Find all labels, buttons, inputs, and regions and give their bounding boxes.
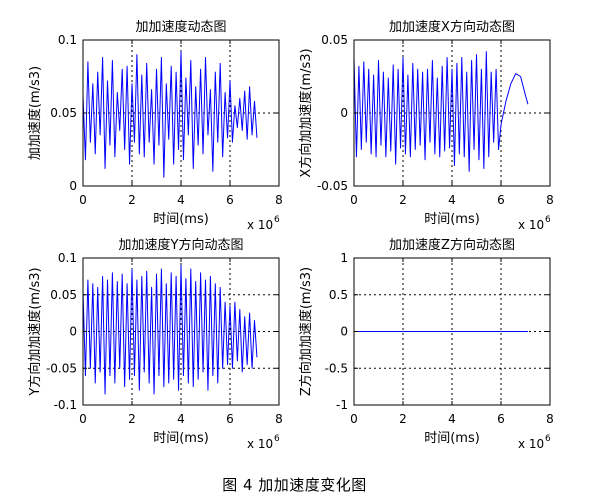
x-tick-label: 6 [226,193,234,207]
x-exponent-label: x 10 [518,437,544,451]
x-tick-label: 0 [350,412,358,426]
x-tick-label: 4 [177,193,185,207]
x-tick-label: 6 [497,193,505,207]
x-tick-label: 8 [546,412,554,426]
x-tick-label: 4 [177,412,185,426]
x-axis-label: 时间(ms) [153,212,209,227]
x-exponent-power: 6 [274,434,280,444]
x-exponent-label: x 10 [247,437,273,451]
y-tick-label: 0.1 [58,33,77,47]
y-tick-label: -0.05 [46,361,77,375]
x-tick-label: 0 [79,412,87,426]
chart-title: 加加速度Z方向动态图 [389,237,515,253]
x-exponent-label: x 10 [247,218,273,232]
series-line-1 [82,51,258,178]
y-tick-label: 0 [69,179,77,193]
y-tick-label: -0.1 [54,398,77,412]
y-tick-label: 0.05 [50,106,77,120]
x-tick-label: 2 [399,412,407,426]
y-axis-label: Z方向加加速度(m/s3) [298,267,314,396]
y-tick-label: 1 [340,251,348,265]
y-tick-label: -0.05 [317,179,348,193]
y-tick-label: 0 [340,325,348,339]
x-tick-label: 4 [448,412,456,426]
x-exponent-power: 6 [545,215,551,225]
y-tick-label: 0.1 [58,251,77,265]
x-tick-label: 8 [546,193,554,207]
x-axis-label: 时间(ms) [153,431,209,446]
y-tick-label: 0.05 [50,288,77,302]
x-exponent-label: x 10 [518,218,544,232]
x-tick-label: 4 [448,193,456,207]
x-tick-label: 0 [350,193,358,207]
y-axis-label: X方向加加速度(m/s3) [298,48,314,177]
x-tick-label: 2 [399,193,407,207]
series-line-1 [82,264,258,395]
x-exponent-power: 6 [545,434,551,444]
x-tick-label: 8 [275,412,283,426]
x-exponent-power: 6 [274,215,280,225]
y-axis-label: 加加速度(m/s3) [27,66,43,160]
series-line-1 [353,51,529,172]
y-axis-label: Y方向加加速度(m/s3) [27,267,43,396]
x-axis-label: 时间(ms) [424,212,480,227]
y-tick-label: 0 [69,325,77,339]
figure-caption: 图 4 加加速度变化图 [222,476,367,494]
x-tick-label: 0 [79,193,87,207]
chart-title: 加加速度Y方向动态图 [119,237,244,253]
x-tick-label: 2 [128,412,136,426]
x-tick-label: 6 [497,412,505,426]
y-tick-label: 0.5 [329,288,348,302]
x-tick-label: 8 [275,193,283,207]
chart-title: 加加速度动态图 [135,19,226,35]
y-tick-label: 0.05 [321,33,348,47]
subplot-2: 0 2 4 6 8-0.0500.05加加速度X方向动态图时间(ms)X方向加加速度(m… [298,19,554,232]
x-axis-label: 时间(ms) [424,431,480,446]
y-tick-label: 0 [340,106,348,120]
y-tick-label: -1 [336,398,348,412]
x-tick-label: 6 [226,412,234,426]
chart-title: 加加速度X方向动态图 [389,19,515,35]
y-tick-label: -0.5 [325,361,348,375]
x-tick-label: 2 [128,193,136,207]
